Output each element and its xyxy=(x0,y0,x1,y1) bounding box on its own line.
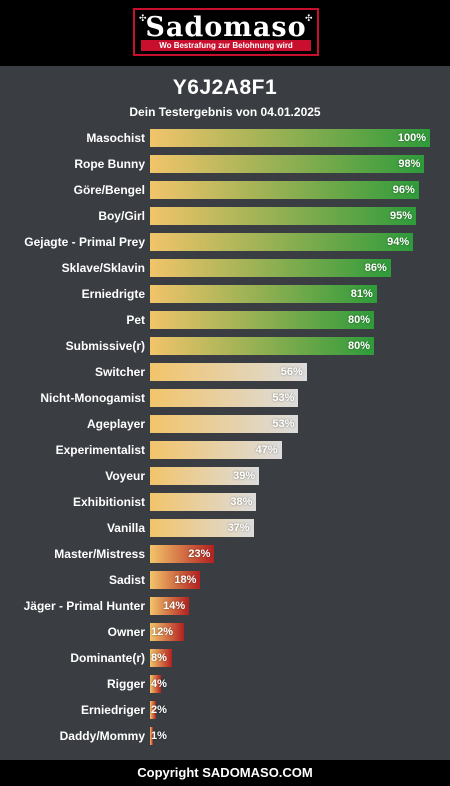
value-label: 14% xyxy=(163,600,186,612)
result-bar xyxy=(150,181,419,199)
result-bar xyxy=(150,727,153,745)
result-id-title: Y6J2A8F1 xyxy=(172,76,278,99)
result-bar xyxy=(150,363,307,381)
result-bar xyxy=(150,233,414,251)
category-label: Rigger xyxy=(106,677,145,691)
category-label: Master/Mistress xyxy=(54,547,145,561)
value-label: 12% xyxy=(151,626,174,638)
result-date-subtitle: Dein Testergebnis von 04.01.2025 xyxy=(129,105,321,119)
value-label: 53% xyxy=(272,418,295,430)
value-label: 38% xyxy=(230,496,253,508)
category-label: Ageplayer xyxy=(86,417,145,431)
result-bar xyxy=(150,623,184,641)
value-label: 47% xyxy=(255,444,278,456)
value-label: 86% xyxy=(364,262,387,274)
category-label: Gejagte - Primal Prey xyxy=(24,235,145,249)
category-label: Nicht-Monogamist xyxy=(40,391,145,405)
value-label: 80% xyxy=(347,314,370,326)
value-label: 39% xyxy=(233,470,256,482)
result-bar xyxy=(150,259,391,277)
value-label: 4% xyxy=(151,678,167,690)
category-label: Sadist xyxy=(108,573,145,587)
value-label: 100% xyxy=(397,132,426,144)
top-banner: ✣ ✣ Sadomaso Wo Bestrafung zur Belohnung… xyxy=(0,0,450,66)
category-label: Masochist xyxy=(86,131,145,145)
logo-tagline: Wo Bestrafung zur Belohnung wird xyxy=(141,40,311,51)
category-label: Dominante(r) xyxy=(70,651,145,665)
category-label: Erniedrigte xyxy=(81,287,145,301)
category-label: Daddy/Mommy xyxy=(59,729,145,743)
category-label: Sklave/Sklavin xyxy=(61,261,145,275)
category-label: Voyeur xyxy=(105,469,145,483)
result-bar xyxy=(150,519,254,537)
value-label: 96% xyxy=(392,184,415,196)
category-label: Erniedriger xyxy=(80,703,145,717)
category-label: Experimentalist xyxy=(55,443,145,457)
value-label: 95% xyxy=(389,210,412,222)
result-bar xyxy=(150,415,299,433)
result-bar xyxy=(150,337,374,355)
result-bar xyxy=(150,649,173,667)
value-label: 56% xyxy=(280,366,303,378)
result-bar xyxy=(150,467,260,485)
value-label: 8% xyxy=(151,652,167,664)
value-label: 53% xyxy=(272,392,295,404)
result-bar xyxy=(150,493,257,511)
site-logo[interactable]: ✣ ✣ Sadomaso Wo Bestrafung zur Belohnung… xyxy=(133,8,319,56)
result-bar xyxy=(150,389,299,407)
footer: Copyright SADOMASO.COM xyxy=(0,760,450,786)
category-label: Göre/Bengel xyxy=(73,183,145,197)
result-bar xyxy=(150,571,201,589)
value-label: 37% xyxy=(227,522,250,534)
copyright-text: Copyright SADOMASO.COM xyxy=(137,765,313,780)
result-bar xyxy=(150,597,190,615)
result-bar xyxy=(150,441,282,459)
value-label: 23% xyxy=(188,548,211,560)
category-label: Submissive(r) xyxy=(65,339,145,353)
value-label: 2% xyxy=(151,704,167,716)
result-bar xyxy=(150,311,374,329)
value-label: 80% xyxy=(347,340,370,352)
result-bar xyxy=(150,675,162,693)
value-label: 1% xyxy=(151,730,167,742)
result-bar xyxy=(150,701,156,719)
value-label: 81% xyxy=(350,288,373,300)
category-label: Switcher xyxy=(94,365,145,379)
knot-icon: ✣ xyxy=(305,13,313,23)
knot-icon: ✣ xyxy=(139,13,147,23)
result-bar xyxy=(150,155,425,173)
result-bar xyxy=(150,129,430,147)
result-bar xyxy=(150,545,215,563)
logo-wordmark: Sadomaso xyxy=(145,12,307,43)
category-label: Vanilla xyxy=(106,521,145,535)
category-label: Jäger - Primal Hunter xyxy=(23,599,145,613)
value-label: 98% xyxy=(398,158,421,170)
category-label: Rope Bunny xyxy=(74,157,145,171)
category-label: Owner xyxy=(107,625,145,639)
category-label: Boy/Girl xyxy=(98,209,145,223)
value-label: 94% xyxy=(387,236,410,248)
result-bar xyxy=(150,285,377,303)
category-label: Pet xyxy=(126,313,145,327)
category-label: Exhibitionist xyxy=(73,495,145,509)
result-bar xyxy=(150,207,416,225)
value-label: 18% xyxy=(174,574,197,586)
